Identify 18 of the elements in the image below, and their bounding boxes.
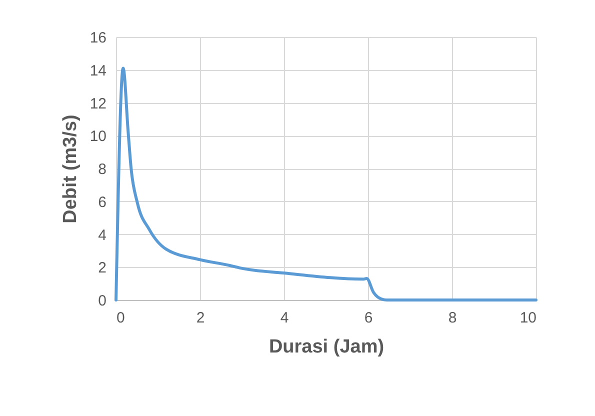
x-tick-label: 6: [364, 310, 373, 326]
x-tick-label: 2: [196, 310, 205, 326]
y-tick-label: 14: [90, 62, 106, 80]
y-tick-label: 0: [98, 292, 106, 310]
x-tick-label: 0: [116, 310, 125, 326]
y-axis-title: Debit (m3/s): [60, 114, 81, 224]
y-tick-label: 12: [90, 95, 106, 112]
y-tick-label: 8: [98, 161, 106, 178]
x-tick-label: 4: [280, 310, 289, 326]
line-series: [114, 66, 538, 302]
x-tick-label: 8: [448, 310, 457, 326]
y-tick-label: 4: [98, 226, 106, 244]
y-tick-label: 16: [90, 30, 106, 46]
y-tick-label: 2: [98, 260, 106, 277]
x-axis-title: Durasi (Jam): [268, 336, 384, 358]
y-tick-label: 6: [98, 194, 106, 211]
x-tick-label: 10: [520, 310, 536, 326]
y-tick-label: 10: [90, 128, 106, 146]
